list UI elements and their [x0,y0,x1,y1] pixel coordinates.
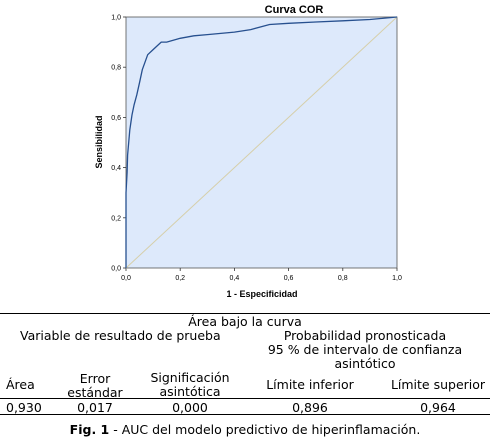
caption-label: Fig. 1 [69,422,110,437]
reference-diagonal-line [125,16,398,269]
chart-title: Curva COR [265,4,324,16]
roc-chart: Curva COR 0,0 0,2 0,4 0,6 0,8 1,0 0,00,20,40,… [94,4,402,299]
x-tick-label: 0,2 [175,275,185,282]
value-error: 0,017 [77,400,113,415]
x-axis-ticks: 0,0 0,2 0,4 0,6 0,8 1,0 [121,268,402,282]
ci-label-line2: asintótico [334,356,396,371]
x-axis-title: 1 - Especificidad [226,289,297,299]
y-axis-title: Sensibilidad [94,115,104,168]
y-tick-label: 0,2 [111,215,121,222]
value-significance: 0,000 [172,400,208,415]
y-tick-label: 0,6 [111,115,121,122]
y-axis-ticks: 0,0 0,2 0,4 0,6 0,8 1,0 [111,15,126,273]
prob-label: Probabilidad pronosticada [283,328,447,343]
ci-label-line1: 95 % de intervalo de confianza [267,342,463,357]
header-error-line2: estándar [67,385,123,400]
x-tick-label: 0,8 [338,275,348,282]
x-tick-label: 1,0 [392,275,402,282]
header-sig-line2: asintótica [159,384,221,399]
header-error-line1: Error [79,371,111,386]
figure-caption: Fig. 1 - AUC del modelo predictivo de hi… [0,422,490,437]
value-area: 0,930 [6,400,42,415]
table-title: Área bajo la curva [188,314,302,329]
table-header-rule [0,398,490,399]
header-lower-limit: Límite inferior [266,377,354,392]
header-sig-line1: Significación [150,370,230,385]
header-area: Área [6,377,35,392]
y-tick-label: 1,0 [111,15,121,22]
x-tick-label: 0,4 [230,275,240,282]
x-tick-label: 0,6 [284,275,294,282]
header-upper-limit: Límite superior [390,377,486,392]
y-tick-label: 0,8 [111,65,121,72]
table-bottom-rule [0,414,490,415]
value-upper-limit: 0,964 [420,400,456,415]
y-tick-label: 0,0 [111,266,121,273]
value-lower-limit: 0,896 [292,400,328,415]
x-tick-label: 0,0 [121,275,131,282]
table-top-rule [0,313,490,314]
y-tick-label: 0,4 [111,165,121,172]
caption-text: - AUC del modelo predictivo de hiperinfl… [109,422,421,437]
variable-label: Variable de resultado de prueba [20,328,221,343]
roc-curve-line [125,16,398,268]
